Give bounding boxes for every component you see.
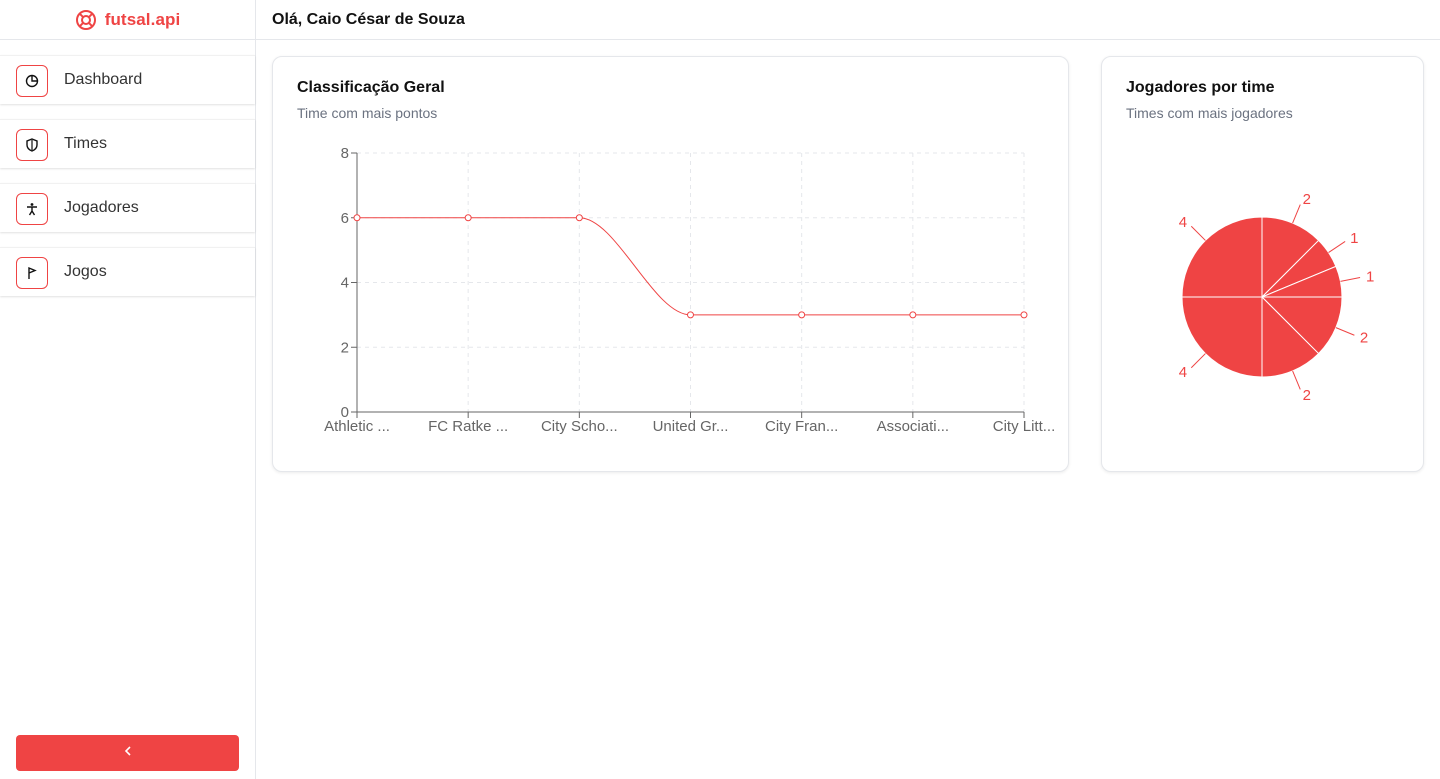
pie-slice	[1181, 216, 1263, 298]
x-tick-label: City Fran...	[765, 418, 838, 435]
x-tick-label: Athletic ...	[324, 418, 390, 435]
y-tick-label: 0	[341, 404, 349, 421]
data-point	[798, 311, 806, 319]
pie-data-label: 1	[1366, 268, 1374, 285]
sidebar-item-label: Jogadores	[64, 199, 139, 216]
header: Olá, Caio César de Souza	[256, 0, 1440, 40]
x-tick-label: Associati...	[877, 418, 950, 435]
sidebar-item-dashboard[interactable]: Dashboard	[0, 55, 255, 104]
pie-label-line	[1190, 353, 1206, 369]
greeting: Olá, Caio César de Souza	[272, 10, 465, 28]
y-tick-label: 6	[341, 210, 349, 227]
data-point	[687, 311, 694, 319]
standings-line-chart: 0 2 4 6 8 Athletic ... FC Ratke ... City Scho..…	[324, 145, 1056, 435]
y-tick-label: 8	[341, 145, 349, 162]
pie-label-line	[1335, 327, 1355, 336]
sidebar-item-times[interactable]: Times	[0, 119, 255, 168]
pie-slice	[1181, 296, 1263, 378]
x-tick-label: City Scho...	[541, 418, 618, 435]
pie-label-line	[1190, 225, 1206, 241]
pie-data-label: 2	[1303, 191, 1311, 208]
pie-slice	[1261, 295, 1320, 378]
y-tick-label: 2	[341, 339, 349, 356]
brand[interactable]: futsal.api	[0, 0, 255, 40]
data-point	[909, 311, 917, 319]
pie-slice	[1261, 216, 1320, 299]
standings-card: Classificação Geral Time com mais pontos…	[272, 56, 1069, 472]
pie-label-line	[1340, 277, 1361, 282]
lifebuoy-icon	[75, 9, 97, 31]
data-point	[353, 214, 361, 222]
shield-icon	[16, 129, 48, 161]
sidebar-item-jogos[interactable]: Jogos	[0, 247, 255, 296]
pie-data-label: 4	[1179, 214, 1187, 231]
pie-label-line	[1292, 204, 1301, 224]
collapse-sidebar-button[interactable]	[16, 735, 239, 771]
pie-data-label: 4	[1179, 364, 1187, 381]
pie-label-line	[1328, 241, 1346, 253]
sidebar: futsal.api Dashboard	[0, 0, 256, 779]
players-pie-chart: 2 1 1 2 2 4 4	[1179, 191, 1375, 404]
pie-data-label: 2	[1360, 330, 1368, 347]
pie-label-line	[1292, 370, 1301, 390]
sidebar-item-jogadores[interactable]: Jogadores	[0, 183, 255, 232]
flag-icon	[16, 257, 48, 289]
card-subtitle: Time com mais pontos	[297, 105, 438, 121]
sidebar-item-label: Times	[64, 135, 107, 152]
y-tick-label: 4	[341, 275, 349, 292]
data-point	[464, 214, 472, 222]
chevron-left-icon	[123, 744, 133, 762]
pie-data-label: 2	[1303, 387, 1311, 404]
sidebar-nav: Dashboard Times Jogadore	[0, 40, 255, 296]
pie-chart-icon	[16, 65, 48, 97]
data-point	[575, 214, 583, 222]
x-tick-label: United Gr...	[653, 418, 729, 435]
card-title: Jogadores por time	[1126, 79, 1275, 96]
sidebar-item-label: Dashboard	[64, 71, 143, 88]
x-tick-label: FC Ratke ...	[428, 418, 508, 435]
card-title: Classificação Geral	[297, 79, 445, 96]
pie-data-label: 1	[1350, 230, 1358, 247]
x-tick-label: City Litt...	[993, 418, 1056, 435]
sidebar-item-label: Jogos	[64, 263, 107, 280]
data-point	[1020, 311, 1028, 319]
person-icon	[16, 193, 48, 225]
card-subtitle: Times com mais jogadores	[1126, 105, 1293, 121]
brand-name: futsal.api	[104, 9, 181, 29]
players-card: Jogadores por time Times com mais jogado…	[1101, 56, 1424, 472]
pie-slice	[1260, 296, 1343, 355]
